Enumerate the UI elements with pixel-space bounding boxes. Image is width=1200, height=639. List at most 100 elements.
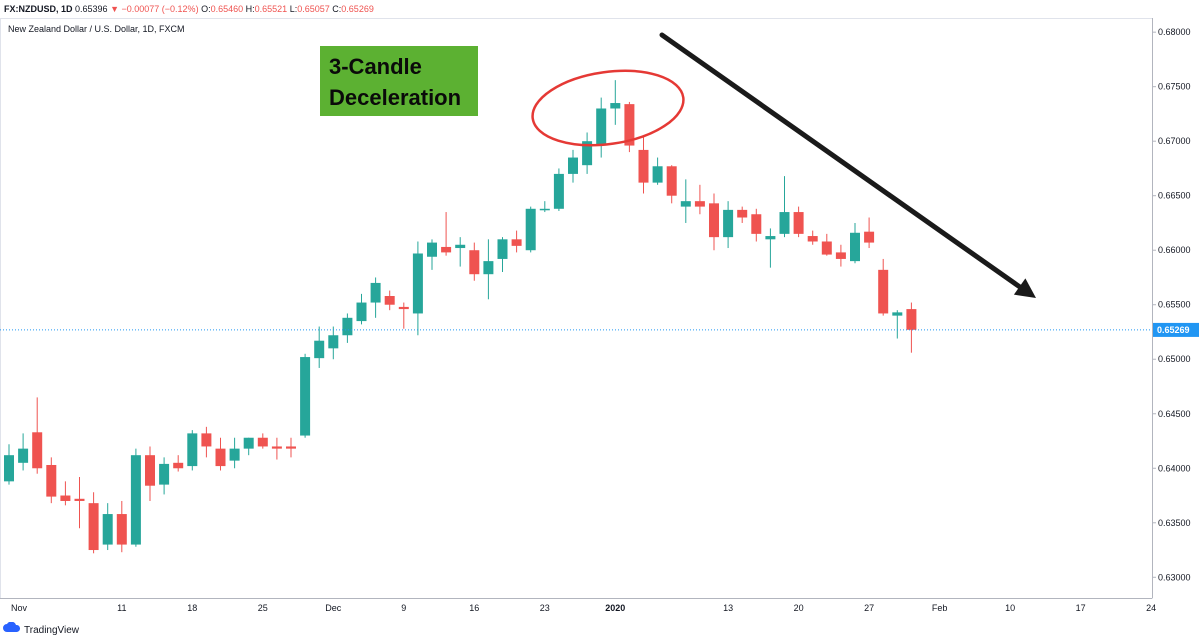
candle-body (709, 203, 719, 238)
candle-body (807, 236, 818, 242)
candle-body (582, 141, 593, 166)
x-tick-label: 27 (864, 603, 874, 613)
x-tick-label: 25 (258, 603, 268, 613)
candle-body (497, 239, 508, 259)
candle-body (243, 437, 254, 449)
symbol-label[interactable]: FX:NZDUSD, 1D (4, 4, 73, 14)
candle-body (314, 340, 325, 359)
candle-body (370, 282, 381, 303)
candle-body (441, 246, 452, 253)
candle-body (159, 463, 170, 485)
annotation-box: 3-Candle Deceleration (320, 46, 478, 116)
candle-body (666, 166, 677, 196)
candle-body (116, 514, 127, 545)
candle-body (74, 498, 85, 501)
y-tick-label: 0.66500 (1158, 191, 1191, 201)
candle-body (455, 244, 466, 249)
low-label: L: (289, 4, 298, 14)
high-value: 0.65521 (254, 4, 288, 14)
highlight-circle (531, 69, 685, 147)
candle-body (694, 201, 705, 207)
x-tick-label: 17 (1076, 603, 1086, 613)
y-tick-label: 0.68000 (1158, 27, 1191, 37)
annotation-line-1: 3-Candle (329, 54, 422, 79)
candle-body (751, 214, 762, 234)
trend-arrow-head (1013, 278, 1036, 298)
candle-body (300, 357, 311, 436)
y-tick-label: 0.66000 (1158, 245, 1191, 255)
candle-body (850, 232, 860, 262)
candle-body (835, 252, 846, 259)
candle-body (60, 495, 71, 501)
candle-body (638, 149, 649, 183)
x-tick-label: 10 (1005, 603, 1015, 613)
y-tick-label: 0.64500 (1158, 409, 1191, 419)
candle-body (596, 108, 607, 146)
candle-body (412, 253, 423, 314)
candle-body (398, 306, 409, 310)
candle-body (215, 448, 226, 467)
candle-body (102, 514, 113, 545)
price-chart[interactable]: 0.68000 0.67500 0.67000 0.66500 0.66000 0.655… (0, 18, 1200, 622)
y-tick-label: 0.63000 (1158, 572, 1191, 582)
candle-body (793, 212, 804, 234)
tradingview-cloud-icon[interactable] (3, 621, 21, 639)
x-tick-label: 2020 (605, 603, 625, 613)
candle-body (427, 242, 437, 257)
footer: TradingView (0, 621, 200, 639)
low-value: 0.65057 (297, 4, 330, 14)
x-tick-label: 16 (469, 603, 479, 613)
candle-body (568, 157, 578, 174)
last-price: 0.65396 (75, 4, 108, 14)
high-label: H: (245, 4, 255, 14)
candle-body (539, 208, 550, 211)
candle-body (46, 464, 57, 497)
x-tick-label: 24 (1146, 603, 1156, 613)
x-tick-label: 18 (187, 603, 197, 613)
x-tick-label: 13 (723, 603, 733, 613)
last-price-tag (1153, 322, 1199, 337)
candle-body (906, 309, 917, 330)
candle-body (271, 446, 282, 449)
candle-body (525, 208, 536, 251)
candle-body (737, 209, 748, 218)
candle-body (723, 209, 734, 238)
candle-body (553, 173, 564, 209)
chart-subtitle: New Zealand Dollar / U.S. Dollar, 1D, FX… (8, 24, 185, 34)
candle-body (229, 448, 240, 461)
candle-body (4, 455, 14, 482)
candle-body (878, 269, 889, 314)
y-tick-label: 0.67000 (1158, 136, 1191, 146)
candle-body (187, 433, 198, 467)
candle-body (511, 239, 522, 246)
x-tick-label: 20 (794, 603, 804, 613)
candle-body (130, 455, 141, 545)
symbol-info-bar: FX:NZDUSD, 1D 0.65396 ▼ −0.00077 (−0.12%… (0, 0, 1200, 18)
candle-body (257, 437, 268, 447)
x-tick-label: Feb (932, 603, 948, 613)
last-price-label: 0.65269 (1157, 325, 1190, 335)
open-value: 0.65460 (210, 4, 244, 14)
x-tick-label: Nov (11, 603, 28, 613)
y-tick-label: 0.67500 (1158, 82, 1191, 92)
tradingview-brand[interactable]: TradingView (24, 625, 80, 636)
candle-body (652, 166, 663, 183)
trend-arrow-line (659, 32, 1030, 295)
candle-body (384, 296, 395, 305)
candle-body (356, 302, 367, 322)
candle-body (680, 201, 691, 207)
candle-body (145, 455, 155, 486)
x-tick-label: 9 (401, 603, 406, 613)
close-label: C: (332, 4, 342, 14)
candle-body (32, 432, 43, 469)
candle-body (624, 104, 635, 146)
candle-body (821, 241, 832, 255)
candle-body (765, 236, 776, 240)
candle-body (779, 212, 790, 234)
candle-body (18, 448, 29, 463)
candle-body (483, 261, 494, 275)
x-tick-label: 23 (540, 603, 550, 613)
x-tick-label: Dec (325, 603, 342, 613)
y-tick-label: 0.63500 (1158, 518, 1191, 528)
candle-body (892, 312, 903, 316)
